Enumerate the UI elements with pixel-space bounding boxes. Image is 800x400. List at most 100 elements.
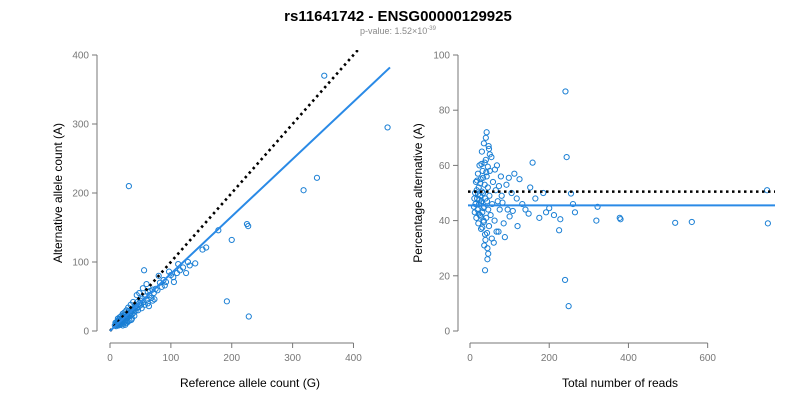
- data-point: [498, 192, 505, 199]
- data-point: [511, 170, 518, 177]
- data-point: [479, 174, 487, 181]
- data-point: [485, 223, 493, 230]
- y-tick-label: 0: [444, 327, 450, 338]
- x-tick-label: 200: [223, 353, 240, 364]
- data-point: [492, 187, 499, 194]
- data-point: [764, 220, 771, 227]
- data-point: [594, 203, 601, 210]
- y-tick-label: 300: [72, 120, 89, 131]
- data-point: [540, 189, 547, 197]
- data-point: [672, 219, 679, 226]
- data-point: [482, 134, 489, 141]
- data-point: [476, 196, 483, 203]
- data-point: [481, 267, 489, 274]
- data-point: [503, 181, 510, 188]
- x-tick-label: 300: [284, 353, 301, 364]
- data-point: [112, 323, 120, 330]
- data-point: [565, 303, 572, 310]
- data-point: [481, 159, 488, 166]
- y-tick-label: 40: [439, 216, 451, 227]
- data-point: [563, 154, 570, 161]
- data-point: [138, 305, 145, 312]
- data-point: [474, 177, 481, 184]
- data-point: [483, 169, 490, 176]
- y-axis-label: Alternative allele count (A): [51, 123, 65, 263]
- data-point: [516, 176, 523, 183]
- data-point: [228, 236, 235, 244]
- chart-subtitle: p-value: 1.52×10-39: [360, 26, 437, 36]
- data-point: [125, 183, 132, 190]
- data-point: [245, 223, 252, 230]
- data-point: [483, 173, 490, 180]
- data-point: [532, 195, 539, 202]
- y-tick-label: 200: [72, 189, 89, 200]
- data-point: [482, 236, 489, 244]
- data-point: [480, 140, 487, 147]
- data-point: [321, 72, 328, 79]
- data-point: [140, 267, 148, 274]
- data-point: [151, 296, 158, 303]
- data-point: [487, 211, 494, 219]
- data-point: [161, 282, 168, 289]
- x-tick-label: 600: [699, 353, 716, 364]
- data-point: [384, 124, 391, 131]
- data-point: [536, 214, 543, 221]
- data-point: [149, 297, 156, 304]
- data-point: [170, 278, 178, 286]
- data-point: [529, 159, 536, 166]
- data-point: [505, 174, 512, 181]
- data-point: [481, 242, 488, 249]
- percentage-panel: 0 20 40 60 80 100 0 200 400 600 Total number of re…: [411, 51, 775, 390]
- x-tick-label: 200: [541, 353, 558, 364]
- data-point: [491, 166, 499, 173]
- x-tick-label: 400: [345, 353, 362, 364]
- data-point: [497, 173, 504, 180]
- data-point: [475, 220, 482, 227]
- data-point: [116, 318, 123, 325]
- x-axis-label: Total number of reads: [562, 376, 678, 390]
- data-point: [477, 213, 484, 220]
- data-point: [556, 227, 563, 234]
- data-point: [513, 195, 520, 202]
- data-point: [485, 250, 492, 257]
- data-point: [542, 209, 550, 216]
- data-point: [491, 217, 498, 224]
- data-point: [478, 148, 485, 155]
- data-point: [571, 209, 579, 216]
- data-point: [199, 246, 206, 253]
- data-point: [245, 313, 252, 320]
- data-point: [488, 235, 495, 242]
- y-tick-label: 400: [72, 51, 89, 62]
- data-point: [143, 280, 150, 288]
- y-tick-label: 60: [439, 161, 451, 172]
- fit-line: [109, 66, 391, 332]
- reference-line: [109, 50, 360, 332]
- data-points: [470, 88, 771, 310]
- data-point: [484, 256, 491, 263]
- data-point: [561, 276, 569, 284]
- x-tick-label: 100: [163, 353, 180, 364]
- y-tick-label: 20: [439, 271, 451, 282]
- data-point: [593, 217, 600, 224]
- y-axis: 0 100 200 300 400: [72, 51, 98, 338]
- data-point: [489, 200, 496, 208]
- data-point: [569, 200, 577, 208]
- trend-lines: [109, 50, 391, 332]
- data-point: [527, 184, 534, 191]
- data-point: [519, 200, 526, 208]
- data-point: [483, 129, 490, 136]
- y-axis-label: Percentage alternative (A): [411, 123, 425, 262]
- y-axis: 0 20 40 60 80 100: [433, 51, 459, 338]
- trend-lines: [468, 190, 775, 207]
- data-point: [479, 167, 486, 175]
- data-point: [501, 234, 508, 241]
- data-point: [145, 303, 153, 310]
- data-point: [482, 156, 489, 163]
- data-point: [688, 218, 695, 226]
- data-point: [493, 228, 500, 235]
- data-point: [509, 207, 516, 215]
- data-point: [477, 225, 485, 232]
- data-point: [485, 145, 493, 152]
- data-point: [557, 216, 564, 223]
- x-axis: 0 100 200 300 400: [107, 342, 362, 364]
